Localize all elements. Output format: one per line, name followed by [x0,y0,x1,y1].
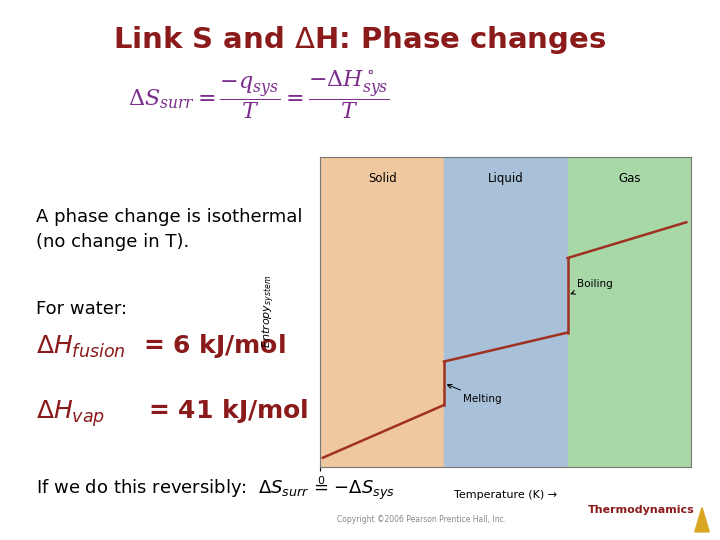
Text: Copyright ©2006 Pearson Prentice Hall, Inc.: Copyright ©2006 Pearson Prentice Hall, I… [337,515,505,524]
Text: A phase change is isothermal
(no change in T).: A phase change is isothermal (no change … [36,208,302,251]
Text: $\Delta S_{surr} = \dfrac{-q_{sys}}{T} = \dfrac{-\Delta H^\circ_{sys}}{T}$: $\Delta S_{surr} = \dfrac{-q_{sys}}{T} =… [128,68,390,121]
Polygon shape [695,508,709,532]
Text: $\Delta H_{vap}$     = 41 kJ/mol: $\Delta H_{vap}$ = 41 kJ/mol [36,397,308,429]
Bar [567,157,691,467]
Text: If we do this reversibly:  $\Delta S_{surr}$ = $-\Delta S_{sys}$: If we do this reversibly: $\Delta S_{sur… [36,478,395,502]
X-axis label: Temperature (K) →: Temperature (K) → [454,490,557,500]
Bar [444,157,567,467]
Text: $\Delta H_{fusion}$  = 6 kJ/mol: $\Delta H_{fusion}$ = 6 kJ/mol [36,332,286,360]
Text: Liquid: Liquid [488,172,523,185]
Text: Gas: Gas [618,172,641,185]
Text: For water:: For water: [36,300,127,318]
Text: Link S and $\Delta$H: Phase changes: Link S and $\Delta$H: Phase changes [113,24,607,56]
Text: Melting: Melting [448,384,501,404]
Text: Boiling: Boiling [571,279,613,294]
Bar [320,157,444,467]
Text: Solid: Solid [368,172,397,185]
Text: Thermodynamics: Thermodynamics [588,505,695,515]
Text: $\mathit{Entropy}_{system}$: $\mathit{Entropy}_{system}$ [261,275,276,348]
